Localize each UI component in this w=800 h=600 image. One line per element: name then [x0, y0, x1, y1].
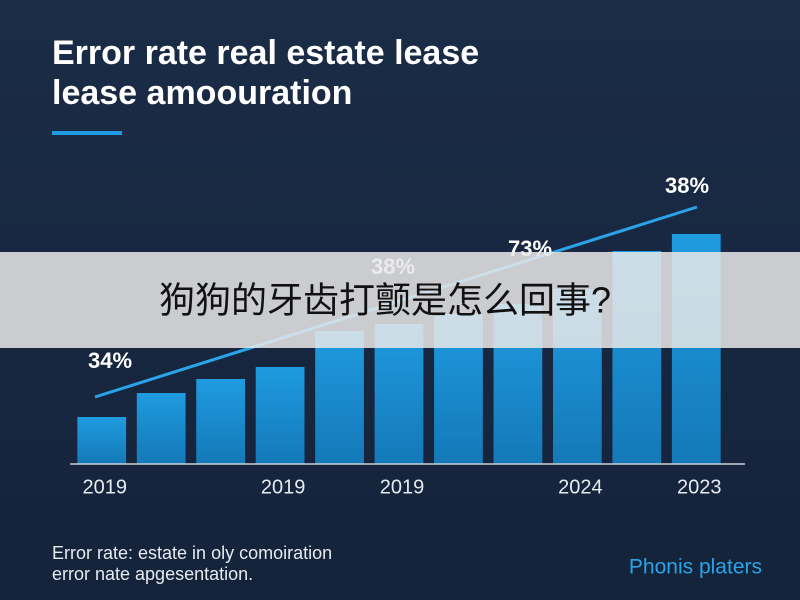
- overlay-text: 狗狗的牙齿打颤是怎么回事?: [159, 280, 611, 321]
- x-tick-label: 2024: [558, 476, 603, 498]
- bar: [315, 331, 364, 464]
- bar: [196, 379, 246, 464]
- source: Phonis platers: [629, 556, 762, 579]
- bar: [255, 367, 305, 464]
- plot: [77, 234, 721, 464]
- annotation: 38%: [665, 173, 709, 198]
- overlay-banner: [0, 252, 800, 348]
- title-accent: [52, 131, 122, 135]
- title-line: lease amoouration: [52, 74, 352, 112]
- bar: [77, 417, 127, 464]
- note: Error rate: estate in oly comoiration: [52, 543, 332, 563]
- annotation: 34%: [88, 348, 132, 373]
- title-line: Error rate real estate lease: [52, 34, 479, 72]
- x-tick-label: 2019: [261, 476, 306, 498]
- bar: [136, 393, 186, 464]
- note: error nate apgesentation.: [52, 564, 253, 584]
- x-tick-label: 2019: [82, 476, 127, 498]
- x-tick-label: 2019: [380, 476, 425, 498]
- x-tick-label: 2023: [677, 476, 722, 498]
